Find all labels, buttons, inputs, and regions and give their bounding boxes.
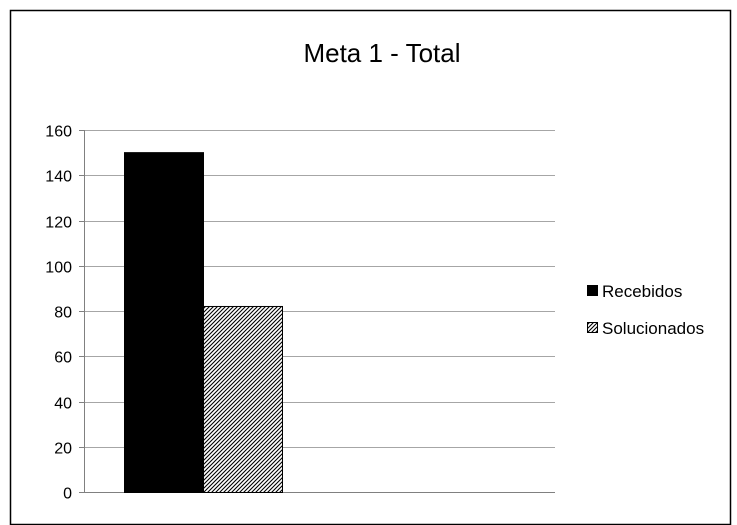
y-tick-label: 120 [45,215,72,232]
legend-swatch-recebidos [587,285,598,296]
legend-swatch-solucionados [587,322,598,333]
y-tick-label: 40 [54,396,72,413]
bars [124,152,283,493]
bar-recebidos [124,152,204,493]
chart-title: Meta 1 - Total [303,38,460,68]
y-tick-label: 160 [45,124,72,141]
y-tick-label: 20 [54,441,72,458]
y-tick-label: 60 [54,350,72,367]
bar-solucionados [203,305,283,493]
legend-label-recebidos: Recebidos [602,282,682,301]
legend-label-solucionados: Solucionados [602,319,704,338]
y-tick-label: 0 [63,486,72,503]
y-tick-label: 80 [54,305,72,322]
y-tick-label: 100 [45,260,72,277]
legend: Recebidos Solucionados [587,282,704,338]
y-tick-label: 140 [45,169,72,186]
